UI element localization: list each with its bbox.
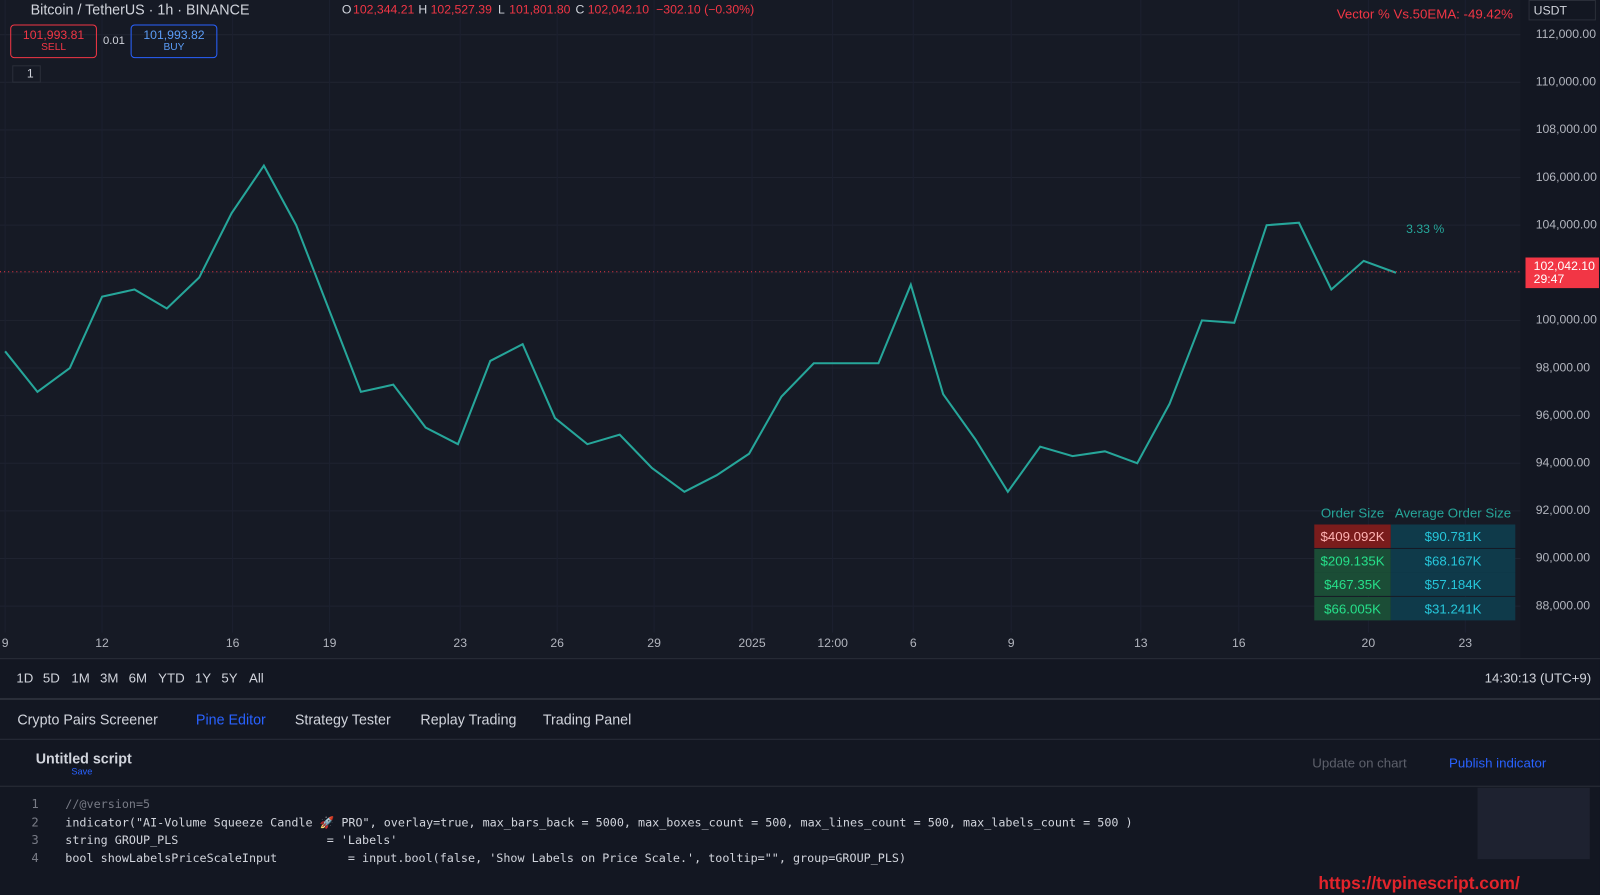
table-header: Average Order Size xyxy=(1394,505,1512,521)
panel-tab[interactable]: Strategy Tester xyxy=(294,711,391,728)
y-tick-label: 110,000.00 xyxy=(1536,75,1597,89)
range-button[interactable]: 1D xyxy=(16,670,34,686)
x-tick-label: 6 xyxy=(910,636,917,650)
price-line xyxy=(4,163,1397,494)
line-number: 4 xyxy=(31,850,39,865)
table-cell: $209.135K xyxy=(1314,548,1391,572)
code-line: indicator("AI-Volume Squeeze Candle 🚀 PR… xyxy=(65,814,1133,830)
y-tick-label: 92,000.00 xyxy=(1536,503,1591,517)
sell-button[interactable] xyxy=(10,24,97,59)
sell-price: 101,993.81 xyxy=(22,27,85,42)
ohlc-value: H xyxy=(418,2,428,17)
watermark: https://tvpinescript.com/ xyxy=(1318,873,1520,893)
ohlc-value: 102,042.10 xyxy=(587,2,650,17)
buy-price: 101,993.82 xyxy=(143,27,205,42)
divider xyxy=(0,658,1600,660)
ohlc-value: 102,527.39 xyxy=(430,2,492,17)
table-cell: $90.781K xyxy=(1390,524,1516,548)
line-number: 2 xyxy=(31,814,39,830)
y-tick-label: 106,000.00 xyxy=(1536,170,1597,184)
table-cell: $57.184K xyxy=(1390,572,1516,596)
chart: 112,000.00 110,000.00 108,000.00 106,000.00… xyxy=(0,0,1600,659)
ohlc-value: L xyxy=(497,2,505,17)
save-label: Save xyxy=(71,766,93,777)
range-button[interactable]: YTD xyxy=(158,670,185,686)
ohlc-value: −302.10 (−0.30%) xyxy=(656,2,755,17)
symbol: Bitcoin / TetherUS · 1h · BINANCE xyxy=(30,1,250,18)
code-line: string GROUP_PLS = 'Labels' xyxy=(65,832,398,847)
price-axis xyxy=(1520,0,1600,659)
y-tick-label: 104,000.00 xyxy=(1536,217,1597,231)
indicator-value: Vector % Vs.50EMA: -49.42% xyxy=(1336,6,1513,22)
x-tick-label: 2025 xyxy=(738,636,765,650)
range-button[interactable]: 6M xyxy=(128,670,148,686)
ohlc-value: O xyxy=(341,2,352,17)
last-price-label: 102,042.10 xyxy=(1534,259,1595,273)
y-tick-label: 112,000.00 xyxy=(1536,27,1597,41)
y-tick-label: 98,000.00 xyxy=(1536,360,1591,374)
ohlc-value: 101,801.80 xyxy=(509,2,571,17)
script-name[interactable]: Untitled script xyxy=(35,749,132,767)
y-tick-label: 100,000.00 xyxy=(1536,313,1597,327)
divider xyxy=(0,697,1600,700)
countdown: 29:47 xyxy=(1534,272,1565,286)
range-button[interactable]: 5Y xyxy=(221,670,238,686)
ohlc-value: 102,344.21 xyxy=(353,2,415,17)
range-button[interactable]: All xyxy=(248,670,264,686)
sell-label: SELL xyxy=(41,41,67,54)
update-button[interactable]: Update on chart xyxy=(1312,755,1407,771)
divider xyxy=(0,738,1600,740)
y-tick-label: 96,000.00 xyxy=(1536,408,1591,422)
table-cell: $66.005K xyxy=(1314,596,1391,620)
x-tick-label: 16 xyxy=(1232,636,1246,650)
clock: 14:30:13 (UTC+9) xyxy=(1484,670,1592,686)
last-price-box xyxy=(1525,257,1599,289)
table-cell: $409.092K xyxy=(1314,524,1391,548)
divider xyxy=(0,785,1600,787)
table-cell: $31.241K xyxy=(1390,596,1516,620)
buy-button[interactable] xyxy=(130,24,218,59)
table-cell: $467.35K xyxy=(1314,572,1391,596)
y-tick-label: 94,000.00 xyxy=(1536,456,1591,470)
x-tick-label: 9 xyxy=(2,636,9,650)
x-tick-label: 23 xyxy=(453,636,467,650)
x-tick-label: 29 xyxy=(647,636,661,650)
x-tick-label: 26 xyxy=(550,636,564,650)
x-tick-label: 13 xyxy=(1134,636,1148,650)
x-tick-label: 16 xyxy=(226,636,240,650)
publish-button[interactable]: Publish indicator xyxy=(1448,755,1547,771)
range-button[interactable]: 3M xyxy=(99,670,119,686)
table-header: Order Size xyxy=(1320,505,1385,521)
x-tick-label: 23 xyxy=(1458,636,1472,650)
panel-tab[interactable]: Replay Trading xyxy=(420,711,517,728)
x-tick-label: 12:00 xyxy=(817,636,848,650)
layers-toggle[interactable]: 1 xyxy=(12,65,41,83)
range-button[interactable]: 1Y xyxy=(194,670,212,686)
x-tick-label: 12 xyxy=(95,636,109,650)
ohlc-value: C xyxy=(575,2,585,17)
panel-tab[interactable]: Pine Editor xyxy=(195,711,266,728)
code-line: //@version=5 xyxy=(65,796,151,812)
line-number: 3 xyxy=(31,832,39,847)
x-tick-label: 20 xyxy=(1362,636,1376,650)
y-tick-label: 88,000.00 xyxy=(1536,598,1591,612)
quantity: 0.01 xyxy=(103,34,125,47)
panel-tab[interactable]: Crypto Pairs Screener xyxy=(17,711,158,728)
x-tick-label: 19 xyxy=(323,636,337,650)
range-button[interactable]: 1M xyxy=(71,670,90,686)
annotation: 3.33 % xyxy=(1406,222,1444,236)
y-tick-label: 108,000.00 xyxy=(1536,122,1597,136)
code-line: bool showLabelsPriceScaleInput = input.b… xyxy=(65,850,907,865)
x-tick-label: 9 xyxy=(1008,636,1015,650)
range-button[interactable]: 5D xyxy=(42,670,60,686)
y-tick-label: 90,000.00 xyxy=(1536,551,1591,565)
buy-label: BUY xyxy=(163,41,185,54)
panel-tab[interactable]: Trading Panel xyxy=(542,711,632,728)
currency[interactable]: USDT xyxy=(1528,0,1596,21)
minimap xyxy=(1477,787,1590,860)
line-number: 1 xyxy=(31,796,39,812)
table-cell: $68.167K xyxy=(1390,548,1516,572)
